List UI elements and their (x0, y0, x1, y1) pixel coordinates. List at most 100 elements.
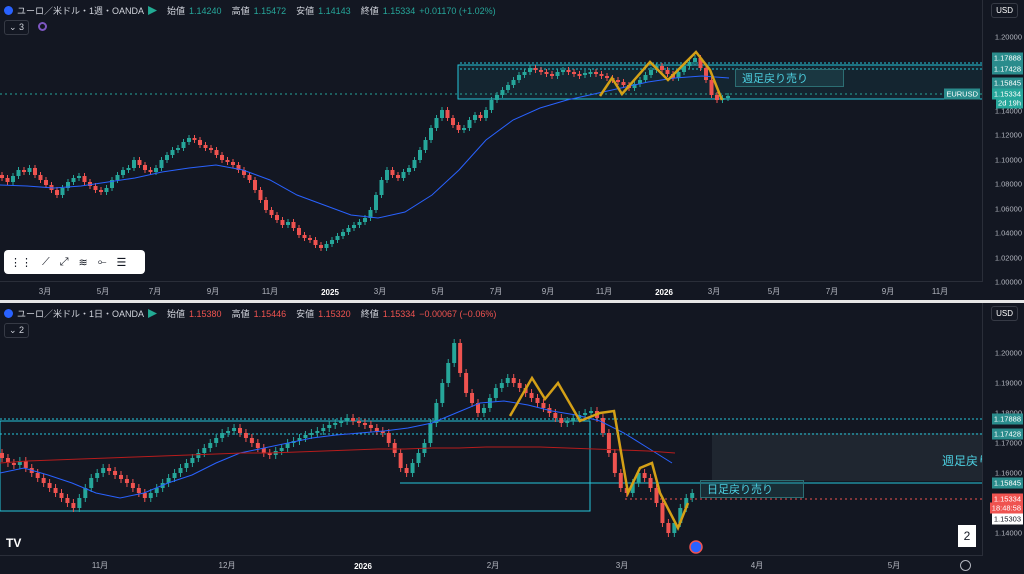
daily-candle (267, 453, 272, 455)
close-label: 終値 (360, 309, 379, 319)
daily-candle (648, 478, 653, 488)
weekly-sell-annotation[interactable]: 週足戻り売り (735, 69, 844, 87)
weekly-candle (280, 220, 285, 225)
weekly-candle (154, 168, 158, 172)
high-value: 1.15446 (253, 308, 287, 319)
indicator-toggle[interactable]: ⌄ 2 (4, 323, 30, 338)
daily-candle (220, 433, 225, 438)
pane-divider[interactable] (0, 300, 1024, 303)
weekly-candle (335, 236, 340, 240)
weekly-candle (478, 115, 483, 118)
horizontal-line-icon[interactable]: ⟜ (97, 255, 107, 268)
high-value: 1.15472 (253, 5, 287, 16)
weekly-chart-canvas[interactable] (0, 0, 983, 282)
weekly-moving-average (0, 75, 730, 219)
weekly-price-tag: 1.15334 (991, 88, 1023, 100)
daily-candle (124, 479, 129, 483)
daily-candle (309, 433, 314, 435)
weekly-candle (214, 150, 219, 155)
daily-candle (672, 523, 677, 533)
weekly-candle (715, 95, 719, 100)
weekly-candle (429, 128, 433, 140)
fib-icon[interactable]: ≋ (78, 256, 88, 269)
daily-candle (470, 393, 475, 403)
weekly-zigzag-pattern (598, 50, 724, 101)
weekly-price-tick: 1.12000 (994, 130, 1022, 140)
weekly-candle (709, 80, 714, 95)
weekly-time-axis[interactable]: 3月 5月 7月 9月 11月 2025 3月 5月 7月 9月 11月 2026 3月 5月 7月 9月 11… (0, 281, 983, 300)
high-label: 高値 (231, 6, 250, 16)
daily-candle (119, 475, 123, 479)
currency-selector[interactable]: USD (991, 3, 1018, 18)
settings-icon[interactable] (960, 560, 971, 571)
close-value: 1.15334 (382, 5, 416, 16)
daily-candle (333, 423, 338, 425)
weekly-candle (649, 70, 653, 75)
weekly-candle (528, 68, 532, 72)
weekly-candle (38, 175, 43, 180)
daily-candle (226, 431, 231, 433)
trend-line-icon[interactable]: ⟋ (42, 255, 50, 268)
daily-candle (493, 388, 498, 398)
daily-candle (184, 463, 189, 468)
daily-candle (5, 458, 10, 463)
weekly-candle (489, 100, 494, 110)
daily-symbol[interactable]: ユーロ／米ドル・1日・OANDA (17, 309, 145, 319)
weekly-sell-annotation-daily[interactable]: 週足戻り (942, 454, 991, 468)
daily-chart-canvas[interactable] (0, 303, 983, 556)
open-value: 1.15380 (189, 308, 222, 319)
drawing-toolbar[interactable]: ⋮⋮ ⟋ ⤢ ≋ ⟜ ☰ (4, 250, 145, 274)
daily-candle (618, 473, 623, 488)
daily-candle (59, 493, 64, 498)
daily-candle (398, 453, 403, 468)
weekly-time-tick: 9月 (541, 287, 555, 296)
parallel-channel-icon[interactable]: ☰ (116, 256, 127, 269)
weekly-candle (11, 176, 15, 182)
weekly-symbol[interactable]: ユーロ／米ドル・1週・OANDA (17, 6, 145, 16)
tradingview-logo[interactable]: TV (6, 536, 22, 550)
weekly-candle (533, 68, 538, 70)
daily-candle (380, 431, 385, 433)
weekly-candle (572, 72, 576, 74)
daily-candle (214, 438, 219, 443)
weekly-candle (385, 170, 389, 180)
weekly-chart-pane[interactable]: ユーロ／米ドル・1週・OANDA 始値 1.14240 高値 1.15472 安… (0, 0, 1024, 300)
weekly-candle (550, 74, 554, 76)
weekly-time-tick: 5月 (431, 287, 445, 296)
daily-price-axis[interactable]: USD 1.200001.190001.180001.170001.160001… (982, 303, 1024, 574)
daily-time-tick: 12月 (218, 561, 236, 570)
daily-time-axis[interactable]: 11月 12月 2026 2月 3月 4月 5月 (0, 555, 983, 574)
daily-moving-average-blue (0, 400, 673, 499)
weekly-time-tick: 9月 (881, 287, 895, 296)
weekly-candle (27, 168, 32, 172)
currency-selector[interactable]: USD (991, 306, 1018, 321)
daily-candle (446, 363, 451, 383)
daily-moving-average-red (0, 446, 676, 464)
indicator-toggle[interactable]: ⌄ 3 (4, 20, 30, 35)
grip-icon[interactable]: ⋮⋮ (10, 256, 32, 269)
daily-candle (577, 415, 582, 418)
daily-candle (517, 383, 522, 388)
daily-candle (0, 453, 4, 458)
weekly-time-tick: 5月 (767, 287, 781, 296)
ray-icon[interactable]: ⤢ (59, 255, 69, 268)
weekly-candle (665, 70, 670, 74)
weekly-candle (473, 115, 477, 120)
weekly-candle (225, 160, 230, 162)
weekly-candle (187, 138, 191, 142)
daily-chart-pane[interactable]: ユーロ／米ドル・1日・OANDA 始値 1.15380 高値 1.15446 安… (0, 303, 1024, 574)
weekly-candle (269, 210, 274, 215)
weekly-time-tick: 2026 (655, 288, 673, 297)
weekly-candle (297, 228, 301, 235)
weekly-candle (231, 162, 235, 165)
weekly-candle (181, 142, 186, 148)
weekly-price-axis[interactable]: USD 1.200001.180001.160001.140001.120001… (944, 0, 1024, 300)
indicator-icon[interactable] (38, 22, 47, 31)
weekly-candle (379, 180, 384, 195)
daily-candle (368, 425, 373, 428)
weekly-candle (236, 165, 241, 170)
daily-sell-annotation[interactable]: 日足戻り売り (700, 480, 804, 498)
weekly-candle (192, 138, 197, 140)
daily-candle (41, 478, 46, 483)
daily-candle (172, 473, 177, 478)
